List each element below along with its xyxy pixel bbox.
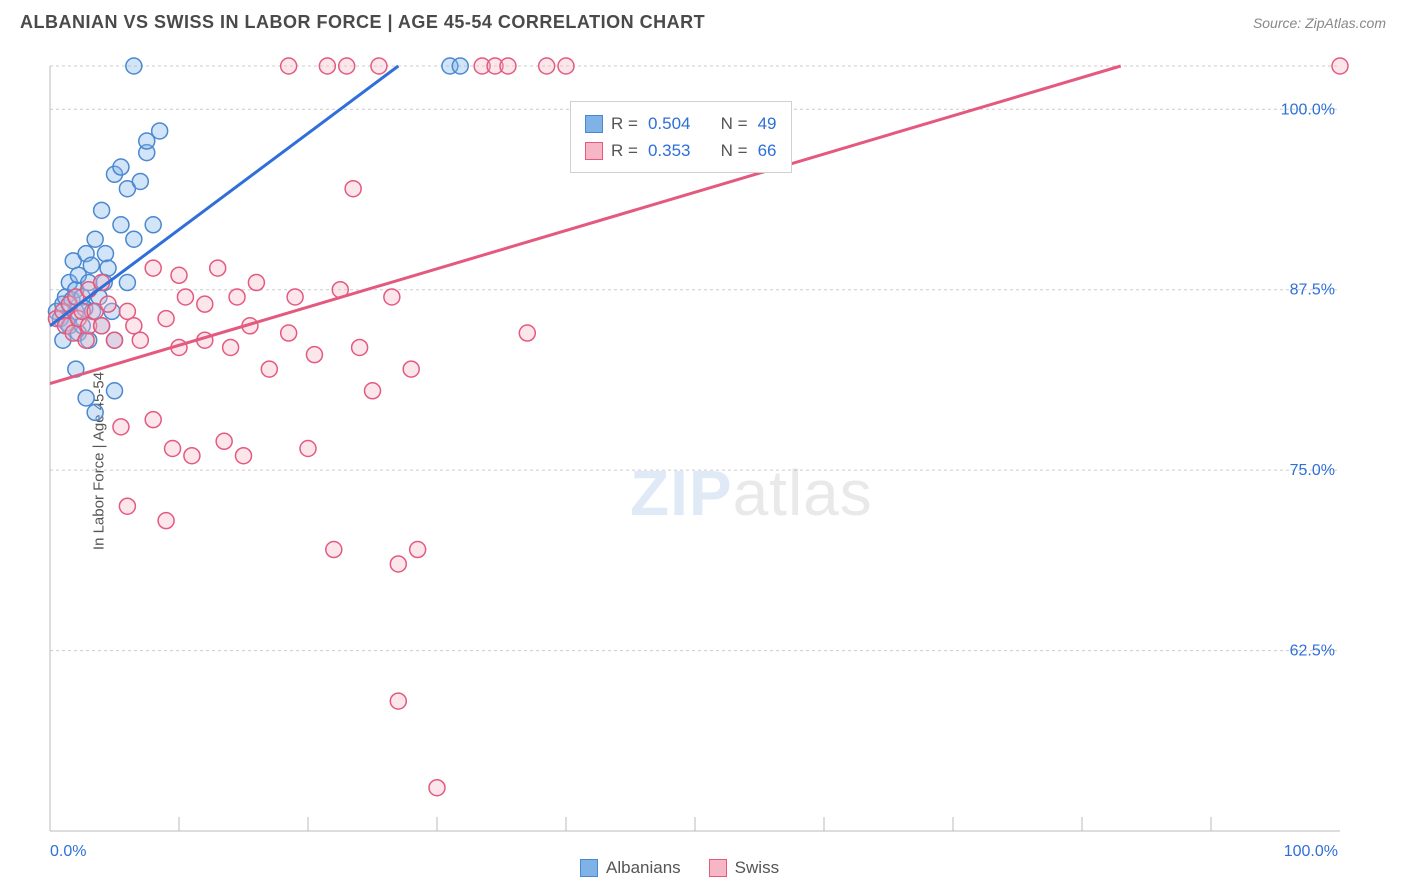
data-point <box>500 58 516 74</box>
stats-row: R = 0.353 N = 66 <box>585 137 777 164</box>
data-point <box>132 332 148 348</box>
x-tick-label: 0.0% <box>50 843 86 860</box>
data-point <box>107 383 123 399</box>
data-point <box>539 58 555 74</box>
data-point <box>119 275 135 291</box>
data-point <box>1332 58 1348 74</box>
data-point <box>223 339 239 355</box>
data-point <box>158 311 174 327</box>
data-point <box>119 498 135 514</box>
data-point <box>145 217 161 233</box>
data-point <box>403 361 419 377</box>
data-point <box>261 361 277 377</box>
legend-swatch <box>580 859 598 877</box>
data-point <box>152 123 168 139</box>
data-point <box>126 58 142 74</box>
data-point <box>384 289 400 305</box>
data-point <box>165 441 181 457</box>
chart-header: ALBANIAN VS SWISS IN LABOR FORCE | AGE 4… <box>0 0 1406 41</box>
data-point <box>97 246 113 262</box>
data-point <box>100 296 116 312</box>
data-point <box>113 159 129 175</box>
data-point <box>100 260 116 276</box>
legend-item: Swiss <box>709 858 779 878</box>
legend-swatch <box>585 142 603 160</box>
data-point <box>184 448 200 464</box>
data-point <box>390 693 406 709</box>
data-point <box>145 260 161 276</box>
legend-label: Albanians <box>606 858 681 878</box>
data-point <box>371 58 387 74</box>
chart-area: In Labor Force | Age 45-54 62.5%75.0%87.… <box>0 41 1406 881</box>
data-point <box>83 257 99 273</box>
data-point <box>236 448 252 464</box>
x-tick-label: 100.0% <box>1284 843 1338 860</box>
chart-title: ALBANIAN VS SWISS IN LABOR FORCE | AGE 4… <box>20 12 705 33</box>
y-tick-label: 75.0% <box>1290 462 1335 479</box>
data-point <box>210 260 226 276</box>
data-point <box>519 325 535 341</box>
data-point <box>390 556 406 572</box>
y-tick-label: 100.0% <box>1281 101 1335 118</box>
data-point <box>248 275 264 291</box>
data-point <box>319 58 335 74</box>
data-point <box>287 289 303 305</box>
data-point <box>352 339 368 355</box>
data-point <box>326 542 342 558</box>
series-legend: Albanians Swiss <box>580 858 779 878</box>
data-point <box>87 404 103 420</box>
data-point <box>78 390 94 406</box>
data-point <box>452 58 468 74</box>
data-point <box>177 289 193 305</box>
y-tick-label: 62.5% <box>1290 643 1335 660</box>
data-point <box>306 347 322 363</box>
legend-swatch <box>585 115 603 133</box>
data-point <box>197 296 213 312</box>
data-point <box>229 289 245 305</box>
data-point <box>87 231 103 247</box>
data-point <box>94 202 110 218</box>
data-point <box>281 58 297 74</box>
data-point <box>300 441 316 457</box>
legend-swatch <box>709 859 727 877</box>
data-point <box>113 419 129 435</box>
data-point <box>339 58 355 74</box>
data-point <box>94 318 110 334</box>
data-point <box>119 303 135 319</box>
data-point <box>429 780 445 796</box>
data-point <box>365 383 381 399</box>
legend-label: Swiss <box>735 858 779 878</box>
data-point <box>107 332 123 348</box>
data-point <box>216 433 232 449</box>
chart-source: Source: ZipAtlas.com <box>1253 15 1386 31</box>
data-point <box>126 231 142 247</box>
data-point <box>132 173 148 189</box>
data-point <box>113 217 129 233</box>
stats-legend: R = 0.504 N = 49R = 0.353 N = 66 <box>570 101 792 173</box>
legend-item: Albanians <box>580 858 681 878</box>
data-point <box>145 412 161 428</box>
data-point <box>158 513 174 529</box>
data-point <box>171 267 187 283</box>
stats-row: R = 0.504 N = 49 <box>585 110 777 137</box>
data-point <box>345 181 361 197</box>
y-tick-label: 87.5% <box>1290 282 1335 299</box>
data-point <box>558 58 574 74</box>
data-point <box>78 332 94 348</box>
data-point <box>410 542 426 558</box>
data-point <box>281 325 297 341</box>
data-point <box>126 318 142 334</box>
